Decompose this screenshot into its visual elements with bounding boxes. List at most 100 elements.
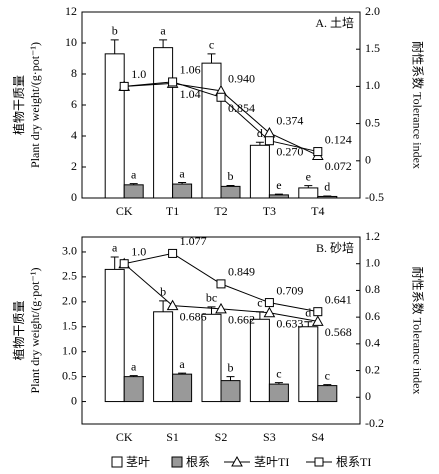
error-bar [110,39,119,54]
bar [172,183,193,199]
y2-axis-label: 耐性系数 Tolerance index [410,267,425,395]
error-bar [255,311,264,320]
y2-tick-label: 1.0 [365,78,380,92]
bar [172,373,193,403]
y-tick-label: 0 [71,190,77,204]
y-tick-label: 6 [71,97,77,111]
y-tick-label: 3.0 [62,244,77,258]
error-bar [226,184,235,187]
y2-tick-label: 0.6 [365,309,380,323]
x-tick-label: S2 [215,430,228,444]
bar [268,194,289,199]
y2-axis-label: 耐性系数 Tolerance index [410,41,425,169]
line-marker [264,298,274,308]
line-marker [264,136,274,146]
value-label: 0.849 [228,265,255,279]
value-label: 0.374 [276,114,303,128]
error-bar [178,372,187,375]
bar [317,195,338,199]
panel-title: A. 土培 [315,15,354,30]
x-tick-label: S1 [166,430,179,444]
legend-marker [314,457,324,467]
y-tick-label: 1.5 [62,319,77,333]
significance-letter: a [179,166,185,180]
error-bar [110,256,119,270]
bar [317,385,338,403]
line-marker [216,279,226,289]
x-tick-label: S4 [311,430,324,444]
y2-tick-label: 0 [365,153,371,167]
value-label: 0.633 [276,316,303,330]
y-tick-label: 2.5 [62,269,77,283]
significance-letter: e [306,169,311,183]
legend-label: 茎叶TI [254,455,289,469]
significance-letter: a [112,241,118,255]
y-axis-label: Plant dry weight/(g·pot⁻¹) [28,268,42,394]
value-label: 0.270 [276,144,303,158]
y2-tick-label: 0.4 [365,336,380,350]
significance-letter: b [228,169,234,183]
y-tick-label: 12 [65,4,77,18]
value-label: 0.940 [228,72,255,86]
y2-tick-label: 1.2 [365,229,380,243]
legend-label: 根系TI [336,455,371,469]
line-marker [119,81,129,91]
legend-swatch [111,456,123,468]
line-marker [313,147,323,157]
legend-marker [231,455,243,467]
y-tick-label: 1.0 [62,343,77,357]
bar [201,313,222,403]
y-tick-label: 8 [71,66,77,80]
bar [268,383,289,403]
x-tick-label: T1 [166,204,179,218]
error-bar [226,376,235,381]
bar [249,144,270,199]
y2-tick-label: 0 [365,389,371,403]
bar [249,318,270,403]
y-tick-label: 2 [71,159,77,173]
x-tick-label: CK [116,430,133,444]
line-marker [263,306,276,318]
y-axis-label: Plant dry weight/(g·pot⁻¹) [28,42,42,168]
significance-letter: e [276,178,281,192]
significance-letter: bc [206,291,217,305]
value-label: 0.641 [325,292,352,306]
bar [123,184,144,199]
value-label: 1.0 [131,244,146,258]
y-tick-label: 2.0 [62,294,77,308]
significance-letter: c [209,38,214,52]
legend-label: 根系 [186,455,210,469]
value-label: 1.04 [180,87,201,101]
significance-letter: b [112,24,118,38]
value-label: 0.709 [276,283,303,297]
value-label: 1.077 [180,234,207,248]
y2-tick-label: -0.2 [365,416,384,430]
y-axis-label: 植物干质量 [11,75,26,135]
x-tick-label: T3 [263,204,276,218]
bar [153,47,174,199]
bar [220,185,241,199]
y-tick-label: 0.5 [62,368,77,382]
value-label: 0.686 [180,309,207,323]
bar [104,53,125,199]
legend-label: 茎叶 [126,455,150,469]
y-tick-label: 10 [65,35,77,49]
value-label: 0.072 [325,159,352,173]
error-bar [178,182,187,185]
significance-letter: d [257,126,263,140]
value-label: 1.06 [180,63,201,77]
line-marker [168,77,178,87]
significance-letter: c [276,366,281,380]
legend-swatch [171,456,183,468]
line-marker [168,248,178,258]
panel-title: B. 砂培 [316,240,354,255]
error-bar [323,384,332,386]
error-bar [255,141,264,146]
value-label: 0.662 [228,313,255,327]
line-marker [215,302,227,314]
error-bar [159,39,168,48]
bar [201,62,222,199]
bar [220,380,241,403]
bar [104,268,125,403]
line-marker [311,315,324,326]
